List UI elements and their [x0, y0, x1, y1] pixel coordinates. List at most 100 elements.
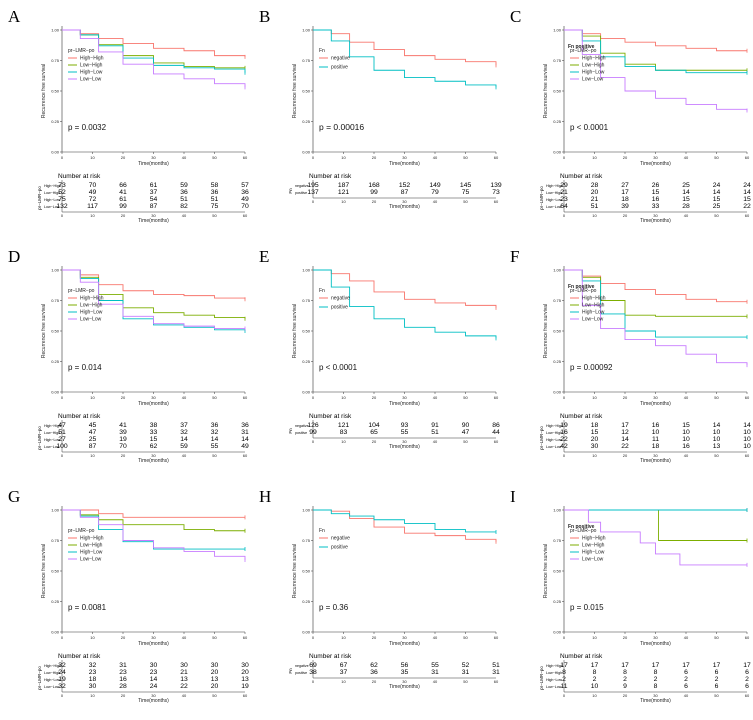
risk-count: 8 — [623, 669, 627, 676]
risk-count: 145 — [460, 182, 472, 189]
p-value: p = 0.014 — [68, 363, 102, 372]
x-tick-label: 10 — [592, 635, 597, 640]
y-tick-label: 0.75 — [553, 538, 562, 543]
risk-count: 47 — [462, 429, 470, 436]
x-tick-label: 0 — [61, 635, 64, 640]
risk-x-tick: 30 — [402, 679, 407, 684]
panel-label: C — [510, 7, 521, 26]
risk-count: 17 — [621, 662, 629, 669]
risk-count: 27 — [621, 182, 629, 189]
risk-x-tick: 40 — [684, 693, 689, 698]
risk-count: 91 — [431, 422, 439, 429]
risk-row-label: positive — [295, 191, 307, 195]
risk-count: 90 — [462, 422, 470, 429]
risk-row-label: High−Low — [44, 438, 60, 442]
risk-count: 36 — [211, 189, 219, 196]
km-chart-svg: H 0.00 0.25 0.50 0.75 1.00 0 10 20 30 40 50 60 Recurr… — [259, 487, 500, 690]
risk-count: 139 — [490, 182, 502, 189]
risk-row-label: High−Low — [44, 198, 60, 202]
legend-entry: Low−High — [582, 543, 605, 549]
risk-x-tick: 60 — [243, 213, 248, 218]
risk-count: 17 — [621, 189, 629, 196]
x-tick-label: 30 — [402, 155, 407, 160]
risk-count: 22 — [180, 683, 188, 690]
x-tick-label: 10 — [90, 395, 95, 400]
risk-strata-label: Fn — [288, 428, 293, 434]
y-axis-label: Recurrence free survival — [41, 544, 47, 598]
risk-count: 49 — [89, 189, 97, 196]
p-value: p = 0.00016 — [319, 122, 364, 132]
y-tick-label: 0.50 — [51, 568, 60, 573]
risk-x-tick: 30 — [402, 439, 407, 444]
y-tick-label: 0.25 — [553, 599, 562, 604]
risk-count: 8 — [593, 669, 597, 676]
x-tick-label: 50 — [714, 155, 719, 160]
risk-x-tick: 60 — [494, 679, 499, 684]
risk-x-tick: 0 — [312, 679, 315, 684]
risk-count: 2 — [745, 676, 749, 683]
risk-strata-label: pr−LMR−po — [539, 186, 544, 210]
legend-entry: negative — [331, 56, 350, 62]
risk-count: 23 — [150, 669, 158, 676]
risk-count: 31 — [462, 669, 470, 676]
x-tick-label: 40 — [433, 635, 438, 640]
risk-row-label: High−High — [546, 664, 563, 668]
km-panel-a: A 0.00 0.25 0.50 0.75 1.00 0 10 20 30 40 50 60 Recurr… — [0, 0, 251, 240]
legend-heading: Fn positive — [568, 284, 595, 290]
x-tick-label: 0 — [563, 395, 566, 400]
risk-count: 52 — [462, 662, 470, 669]
legend-entry: High−High — [80, 56, 104, 62]
risk-count: 31 — [492, 669, 500, 676]
risk-count: 54 — [150, 196, 158, 203]
risk-x-label: Time(months) — [640, 458, 671, 464]
risk-count: 6 — [684, 683, 688, 690]
risk-count: 39 — [621, 203, 629, 210]
x-tick-label: 20 — [372, 155, 377, 160]
risk-count: 15 — [682, 422, 690, 429]
risk-count: 31 — [431, 669, 439, 676]
y-tick-label: 0.25 — [51, 119, 60, 124]
risk-x-tick: 10 — [90, 453, 95, 458]
risk-strata-label: pr−LMR−po — [37, 666, 42, 690]
risk-row-label: positive — [295, 431, 307, 435]
legend-entry: High−Low — [80, 550, 103, 556]
risk-count: 10 — [652, 429, 660, 436]
risk-count: 10 — [591, 683, 599, 690]
risk-count: 73 — [492, 189, 500, 196]
risk-count: 13 — [713, 443, 721, 450]
km-chart-svg: I0.000.250.500.751.000 10 20 30 40 50 60Recurr… — [510, 487, 751, 704]
risk-count: 26 — [652, 182, 660, 189]
risk-x-tick: 30 — [653, 453, 658, 458]
risk-count: 15 — [652, 189, 660, 196]
risk-count: 55 — [211, 443, 219, 450]
risk-count: 6 — [745, 669, 749, 676]
risk-count: 47 — [89, 429, 97, 436]
x-axis-label: Time(months) — [138, 161, 169, 167]
y-tick-label: 0.00 — [302, 629, 311, 634]
x-tick-label: 40 — [684, 635, 689, 640]
risk-x-tick: 50 — [714, 213, 719, 218]
risk-row-label: High−High — [546, 184, 563, 188]
risk-count: 17 — [591, 662, 599, 669]
risk-x-tick: 20 — [121, 453, 126, 458]
survival-curve-low-high — [62, 269, 246, 319]
x-tick-label: 50 — [463, 155, 468, 160]
risk-x-tick: 40 — [433, 199, 438, 204]
risk-x-tick: 10 — [90, 693, 95, 698]
km-chart-svg: G0.000.250.500.751.000 10 20 30 40 50 60Recurr… — [8, 487, 249, 704]
risk-count: 36 — [370, 669, 378, 676]
risk-row-label: Low−High — [546, 191, 562, 195]
risk-count: 32 — [180, 429, 188, 436]
survival-curve-positive — [313, 29, 497, 88]
survival-curve-negative — [313, 269, 497, 308]
risk-x-tick: 50 — [714, 693, 719, 698]
risk-table-title: Number at risk — [309, 653, 352, 660]
risk-count: 23 — [119, 669, 127, 676]
risk-count: 30 — [591, 443, 599, 450]
risk-row-label: Low−High — [44, 671, 60, 675]
y-tick-label: 0.75 — [51, 58, 60, 63]
legend-entry: High−High — [582, 536, 606, 542]
risk-count: 33 — [150, 429, 158, 436]
risk-count: 39 — [119, 429, 127, 436]
risk-count: 10 — [682, 436, 690, 443]
